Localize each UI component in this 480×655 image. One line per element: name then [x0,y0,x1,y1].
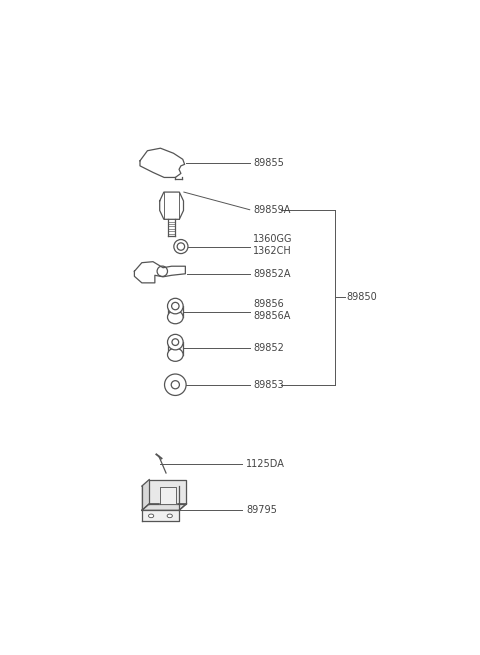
Text: 89852: 89852 [253,343,284,354]
Polygon shape [149,479,186,504]
Text: 89856
89856A: 89856 89856A [253,299,291,320]
Polygon shape [142,479,149,510]
Polygon shape [142,510,179,521]
Polygon shape [142,504,186,510]
Ellipse shape [168,348,183,362]
Text: 89853: 89853 [253,380,284,390]
Ellipse shape [168,298,183,314]
Ellipse shape [168,310,183,324]
Ellipse shape [148,514,154,517]
Text: 89850: 89850 [347,293,377,303]
Text: 89795: 89795 [246,505,277,515]
Ellipse shape [167,514,172,517]
Text: 89852A: 89852A [253,269,291,279]
Text: 1125DA: 1125DA [246,459,285,469]
Ellipse shape [165,374,186,396]
Text: 1360GG
1362CH: 1360GG 1362CH [253,234,293,255]
Text: 89855: 89855 [253,159,284,168]
Ellipse shape [157,266,168,276]
Ellipse shape [171,381,180,389]
Ellipse shape [168,334,183,350]
Polygon shape [160,487,176,504]
Text: 89859A: 89859A [253,205,291,215]
